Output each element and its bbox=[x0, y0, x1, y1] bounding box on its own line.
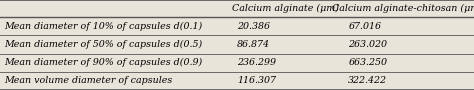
Text: Mean diameter of 10% of capsules d(0.1): Mean diameter of 10% of capsules d(0.1) bbox=[4, 22, 202, 31]
Text: Calcium alginate (μm): Calcium alginate (μm) bbox=[232, 4, 339, 13]
Text: Mean diameter of 90% of capsules d(0.9): Mean diameter of 90% of capsules d(0.9) bbox=[4, 58, 202, 67]
Text: Mean volume diameter of capsules: Mean volume diameter of capsules bbox=[4, 76, 172, 85]
Text: 86.874: 86.874 bbox=[237, 40, 270, 49]
Text: 116.307: 116.307 bbox=[237, 76, 276, 85]
Text: 20.386: 20.386 bbox=[237, 22, 270, 31]
Text: 322.422: 322.422 bbox=[348, 76, 387, 85]
Text: 263.020: 263.020 bbox=[348, 40, 387, 49]
Text: 236.299: 236.299 bbox=[237, 58, 276, 67]
Text: Mean diameter of 50% of capsules d(0.5): Mean diameter of 50% of capsules d(0.5) bbox=[4, 40, 202, 49]
Text: 663.250: 663.250 bbox=[348, 58, 387, 67]
Text: 67.016: 67.016 bbox=[348, 22, 382, 31]
Text: Calcium alginate-chitosan (μm): Calcium alginate-chitosan (μm) bbox=[332, 4, 474, 13]
